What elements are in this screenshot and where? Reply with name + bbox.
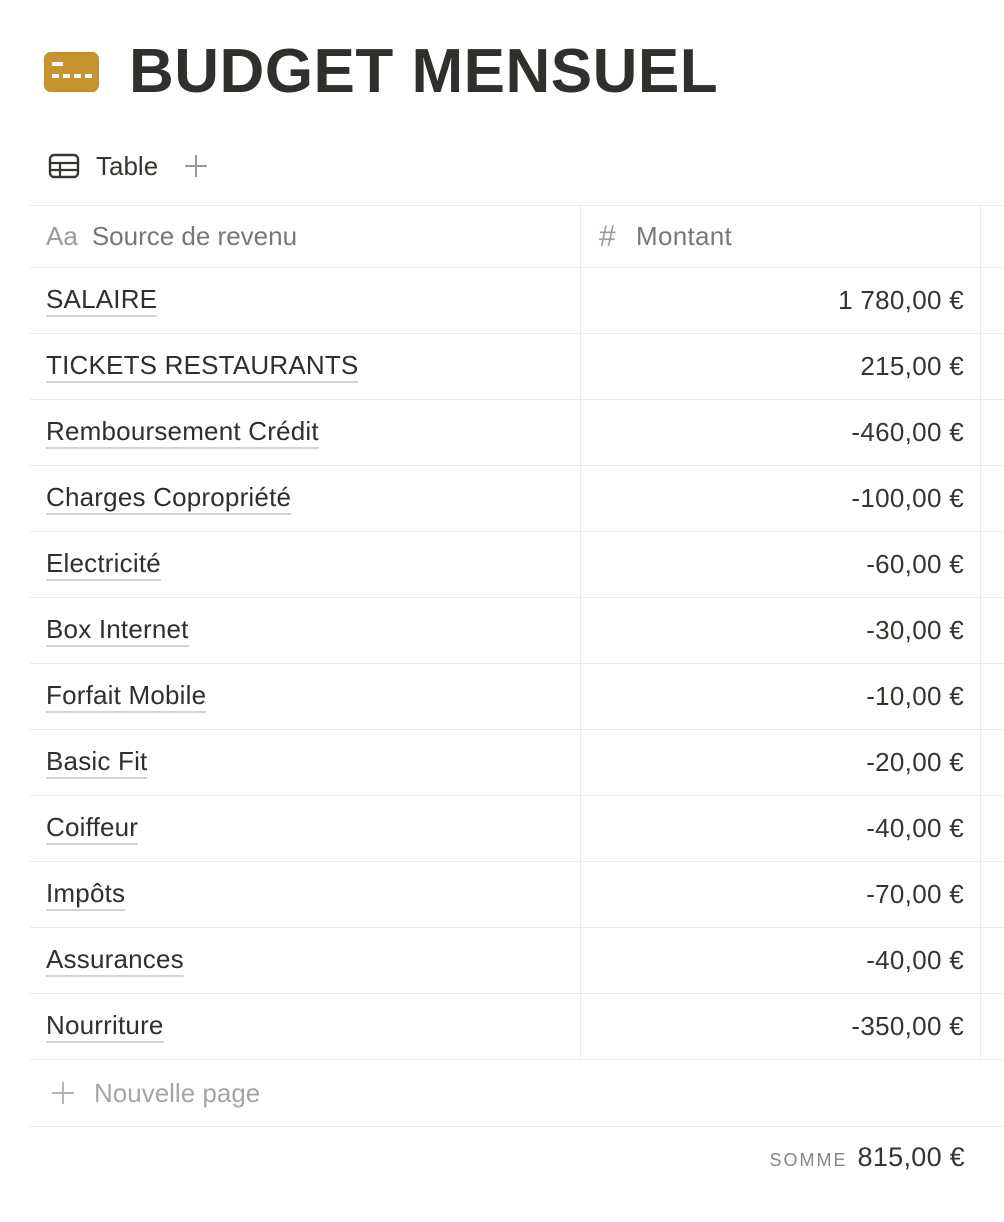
row-name-cell: Remboursement Crédit: [30, 400, 581, 465]
row-amount[interactable]: -70,00 €: [581, 862, 981, 927]
row-overflow: [981, 532, 1004, 597]
column-header-source-label: Source de revenu: [91, 221, 298, 251]
row-name[interactable]: Remboursement Crédit: [46, 416, 319, 449]
row-overflow: [981, 400, 1004, 465]
row-amount[interactable]: -60,00 €: [581, 532, 981, 597]
row-name-cell: Coiffeur: [30, 796, 581, 861]
row-amount[interactable]: -100,00 €: [581, 466, 981, 531]
row-overflow: [981, 268, 1004, 333]
row-amount[interactable]: 1 780,00 €: [581, 268, 981, 333]
row-name[interactable]: Assurances: [46, 944, 184, 977]
row-name-cell: Forfait Mobile: [30, 664, 581, 729]
text-type-icon: Aa: [46, 221, 78, 251]
row-name-cell: SALAIRE: [30, 268, 581, 333]
table-row[interactable]: SALAIRE 1 780,00 €: [30, 268, 1004, 334]
row-overflow: [981, 466, 1004, 531]
new-page-button[interactable]: Nouvelle page: [30, 1060, 1004, 1127]
row-name-cell: Basic Fit: [30, 730, 581, 795]
row-amount[interactable]: -20,00 €: [581, 730, 981, 795]
table-row[interactable]: TICKETS RESTAURANTS 215,00 €: [30, 334, 1004, 400]
column-header-overflow: [981, 206, 1004, 267]
tab-table[interactable]: Table: [48, 151, 158, 182]
row-name-cell: Impôts: [30, 862, 581, 927]
row-amount[interactable]: -40,00 €: [581, 796, 981, 861]
row-name[interactable]: Electricité: [46, 548, 161, 581]
table-row[interactable]: Charges Copropriété -100,00 €: [30, 466, 1004, 532]
sum-label: SOMME: [769, 1150, 848, 1170]
row-amount[interactable]: -350,00 €: [581, 994, 981, 1059]
row-name[interactable]: Forfait Mobile: [46, 680, 207, 713]
table-icon: [48, 153, 80, 179]
view-tabs: Table: [48, 148, 208, 184]
row-amount[interactable]: 215,00 €: [581, 334, 981, 399]
row-overflow: [981, 994, 1004, 1059]
table-row[interactable]: Box Internet -30,00 €: [30, 598, 1004, 664]
row-name[interactable]: Basic Fit: [46, 746, 148, 779]
add-view-plus-icon[interactable]: [184, 154, 208, 178]
column-header-amount-label: Montant: [636, 221, 733, 251]
table-row[interactable]: Impôts -70,00 €: [30, 862, 1004, 928]
row-amount[interactable]: -40,00 €: [581, 928, 981, 993]
row-name[interactable]: Coiffeur: [46, 812, 139, 845]
number-type-icon: #: [599, 219, 616, 253]
row-name-cell: Assurances: [30, 928, 581, 993]
page-title[interactable]: BUDGET MENSUEL: [129, 37, 719, 106]
row-name[interactable]: Nourriture: [46, 1010, 164, 1043]
row-name[interactable]: Box Internet: [46, 614, 189, 647]
row-amount[interactable]: -30,00 €: [581, 598, 981, 663]
row-name-cell: Electricité: [30, 532, 581, 597]
credit-card-icon[interactable]: [44, 52, 99, 92]
row-amount[interactable]: -460,00 €: [581, 400, 981, 465]
table-body: SALAIRE 1 780,00 € TICKETS RESTAURANTS 2…: [30, 268, 1004, 1060]
row-overflow: [981, 730, 1004, 795]
tab-table-label: Table: [96, 150, 159, 181]
column-header-source[interactable]: Aa Source de revenu: [30, 206, 581, 267]
row-overflow: [981, 928, 1004, 993]
sum-value: 815,00 €: [857, 1142, 965, 1172]
row-overflow: [981, 796, 1004, 861]
sum-footer[interactable]: SOMME 815,00 €: [30, 1142, 981, 1173]
table-row[interactable]: Coiffeur -40,00 €: [30, 796, 1004, 862]
row-name[interactable]: SALAIRE: [46, 284, 158, 317]
row-name[interactable]: Charges Copropriété: [46, 482, 292, 515]
table-row[interactable]: Nourriture -350,00 €: [30, 994, 1004, 1060]
budget-table: Aa Source de revenu # Montant SALAIRE 1 …: [30, 205, 1004, 1127]
row-overflow: [981, 664, 1004, 729]
column-header-amount[interactable]: # Montant: [581, 206, 981, 267]
table-row[interactable]: Basic Fit -20,00 €: [30, 730, 1004, 796]
new-page-label: Nouvelle page: [94, 1077, 261, 1108]
page-header: BUDGET MENSUEL: [44, 36, 718, 108]
table-header-row: Aa Source de revenu # Montant: [30, 205, 1004, 268]
plus-icon: [52, 1082, 74, 1104]
row-overflow: [981, 862, 1004, 927]
table-row[interactable]: Forfait Mobile -10,00 €: [30, 664, 1004, 730]
row-name-cell: Box Internet: [30, 598, 581, 663]
row-overflow: [981, 334, 1004, 399]
row-name-cell: TICKETS RESTAURANTS: [30, 334, 581, 399]
row-amount[interactable]: -10,00 €: [581, 664, 981, 729]
row-overflow: [981, 598, 1004, 663]
table-row[interactable]: Remboursement Crédit -460,00 €: [30, 400, 1004, 466]
row-name[interactable]: TICKETS RESTAURANTS: [46, 350, 359, 383]
row-name-cell: Charges Copropriété: [30, 466, 581, 531]
row-name[interactable]: Impôts: [46, 878, 126, 911]
table-row[interactable]: Electricité -60,00 €: [30, 532, 1004, 598]
row-name-cell: Nourriture: [30, 994, 581, 1059]
table-row[interactable]: Assurances -40,00 €: [30, 928, 1004, 994]
